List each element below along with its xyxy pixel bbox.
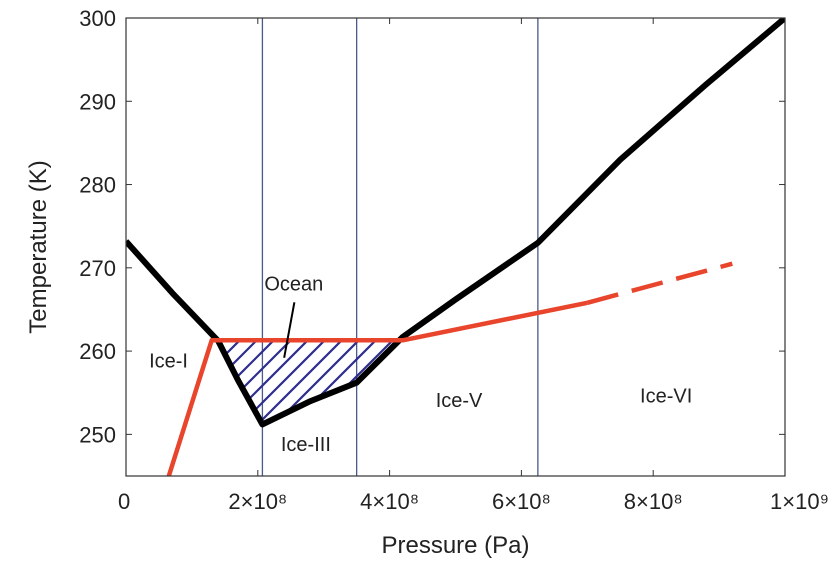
plot-frame	[125, 17, 786, 477]
x-tick-label: 8×10⁸	[624, 489, 683, 514]
series-line-1	[166, 300, 588, 476]
y-axis-title: Temperature (K)	[25, 160, 52, 333]
ocean-hatch-line	[456, 330, 556, 430]
ocean-hatch-line	[218, 340, 251, 425]
phase-boundary-lines	[261, 18, 539, 476]
y-tick-label: 260	[79, 339, 116, 364]
region-label-ocean: Ocean	[264, 273, 323, 295]
x-tick-label: 0	[118, 489, 130, 514]
series-line-2	[586, 261, 733, 305]
ocean-hatch-line	[592, 330, 692, 430]
ocean-hatch-line	[524, 330, 624, 430]
y-tick-label: 290	[79, 89, 116, 114]
ocean-hatch-line	[490, 330, 590, 430]
region-label-ice-i: Ice-I	[149, 351, 188, 373]
ocean-hatch-line	[370, 340, 403, 425]
ocean-hatch-line	[439, 330, 539, 430]
ocean-hatch-line	[218, 340, 268, 425]
x-tick-label: 4×10⁸	[360, 489, 419, 514]
y-tick-label: 270	[79, 256, 116, 281]
series-lines	[126, 18, 785, 476]
x-axis-title: Pressure (Pa)	[381, 532, 529, 559]
x-tick-label: 2×10⁸	[228, 489, 287, 514]
ocean-hatch-line	[626, 330, 726, 430]
ocean-hatch-line	[609, 330, 709, 430]
ocean-pointer-line	[283, 302, 296, 358]
ocean-hatch-line	[251, 340, 353, 425]
ocean-hatch-line	[473, 330, 573, 430]
ocean-hatch-line	[353, 340, 403, 425]
ocean-hatch-line	[575, 330, 675, 430]
axis-ticks: 0 2×10⁸ 4×10⁸ 6×10⁸ 8×10⁸ 1×10⁹ 250 260 270 280 29…	[79, 6, 829, 514]
region-label-ice-iii: Ice-III	[281, 434, 331, 456]
y-tick-label: 300	[79, 6, 116, 31]
x-tick-label: 6×10⁸	[492, 489, 551, 514]
y-tick-label: 250	[79, 422, 116, 447]
series-line-0	[126, 18, 785, 428]
y-tick-label: 280	[79, 173, 116, 198]
ocean-hatch-line	[541, 330, 641, 430]
ocean-hatch-line	[643, 330, 743, 430]
x-tick-label: 1×10⁹	[770, 489, 829, 514]
region-label-ice-vi: Ice-VI	[640, 386, 692, 408]
region-label-ice-v: Ice-V	[436, 390, 483, 412]
ocean-hatch-line	[218, 340, 302, 425]
ocean-hatch-line	[405, 330, 505, 430]
ocean-hatch-line	[507, 330, 607, 430]
ocean-hatch-line	[422, 330, 522, 430]
region-labels: Ocean Ice-I Ice-III Ice-V Ice-VI	[149, 273, 692, 456]
ocean-hatch-line	[387, 340, 403, 425]
ocean-hatch-line	[558, 330, 658, 430]
